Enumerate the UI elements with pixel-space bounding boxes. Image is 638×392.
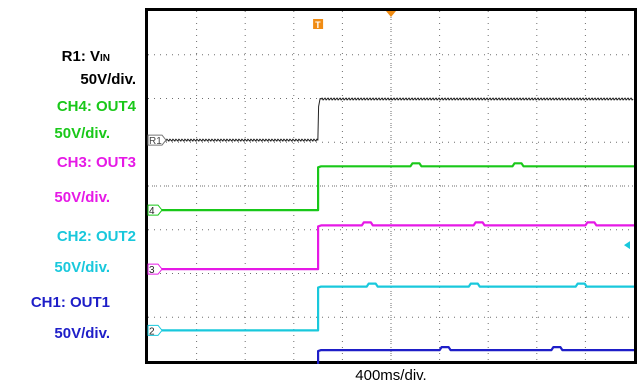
channel-marker-label-4: 4 [149,206,155,217]
legend-ch4-name: CH4: OUT4 [56,98,136,115]
channel-marker-label-2: 2 [149,326,155,337]
oscilloscope-plot: R14321T [147,11,634,392]
legend-ch1-scale: 50V/div. [54,325,110,342]
legend-ch4-scale: 50V/div. [54,125,110,142]
legend-ch3-scale: 50V/div. [54,189,110,206]
legend-r1-scale: 50V/div. [80,71,136,88]
oscilloscope-frame: R14321T [145,8,637,392]
legend-r1-name: R1: VIN [61,48,110,65]
legend-ch1-name: CH1: OUT1 [30,294,110,311]
channel-marker-r1 [147,134,167,146]
trigger-marker-label: T [315,20,321,30]
trace-4 [152,162,634,212]
trigger-marker [313,19,324,29]
time-position-marker [386,11,396,17]
legend-ch3-name: CH3: OUT3 [56,154,136,171]
channel-legend: R1: VIN 50V/div. CH4: OUT4 50V/div. CH3:… [0,0,140,360]
channel-marker-label-3: 3 [149,265,155,276]
trace-2 [152,282,634,332]
legend-ch2-scale: 50V/div. [54,259,110,276]
x-axis-label: 400ms/div. [355,367,427,384]
trace-r1 [152,97,634,142]
channel-marker-2 [147,324,163,336]
trigger-level-marker [624,241,630,250]
trace-1 [317,346,634,392]
channel-marker-3 [147,263,163,275]
channel-marker-4 [147,204,163,216]
legend-ch2-name: CH2: OUT2 [56,228,136,245]
trace-3 [152,221,634,271]
channel-marker-label-r1: R1 [149,136,162,147]
